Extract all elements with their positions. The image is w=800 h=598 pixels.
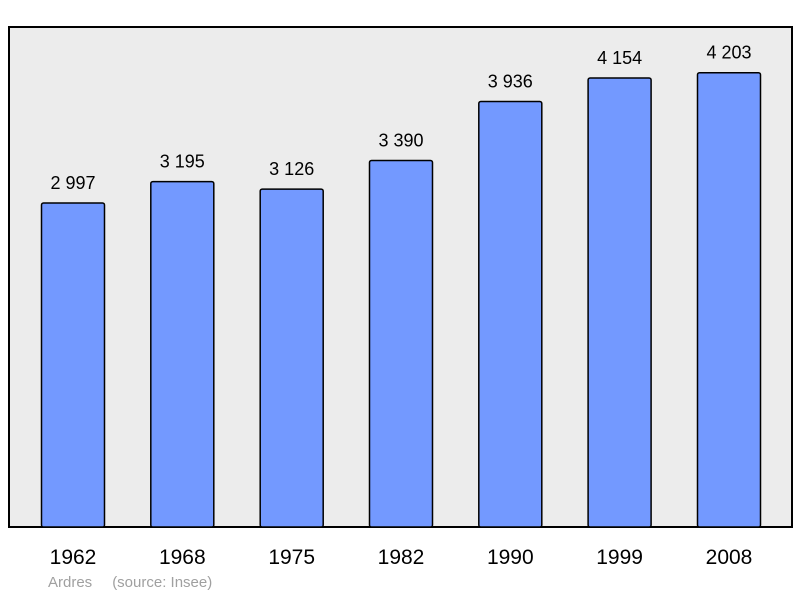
x-tick-label-2008: 2008 [706, 546, 753, 569]
bar-1968 [150, 180, 215, 528]
chart-caption: Ardres (source: Insee) [48, 574, 212, 591]
bar-1962 [40, 202, 106, 528]
value-label-1982: 3 390 [378, 131, 423, 151]
bar-1999 [587, 77, 652, 528]
value-label-1962: 2 997 [50, 173, 95, 193]
bar-1975 [259, 188, 324, 528]
caption-source: (source: Insee) [112, 574, 213, 591]
x-tick-label-1968: 1968 [159, 546, 206, 569]
value-label-2008: 4 203 [706, 43, 751, 63]
x-tick-label-1999: 1999 [596, 546, 643, 569]
x-tick-label-1990: 1990 [487, 546, 534, 569]
caption-place: Ardres [48, 574, 93, 591]
x-tick-label-1982: 1982 [378, 546, 425, 569]
bars-group [40, 71, 762, 528]
bar-2008 [696, 71, 762, 528]
value-label-1968: 3 195 [160, 152, 205, 172]
value-label-1990: 3 936 [488, 72, 533, 92]
value-label-1975: 3 126 [269, 159, 314, 179]
x-tick-labels-group: 1962 1968 1975 1982 1990 1999 2008 [50, 546, 753, 569]
bar-1990 [478, 100, 543, 528]
bar-1982 [368, 159, 434, 528]
x-tick-label-1962: 1962 [50, 546, 97, 569]
value-label-1999: 4 154 [597, 48, 642, 68]
x-tick-label-1975: 1975 [268, 546, 315, 569]
value-labels-group: 2 997 3 195 3 126 3 390 3 936 4 154 4 203 [50, 43, 751, 193]
